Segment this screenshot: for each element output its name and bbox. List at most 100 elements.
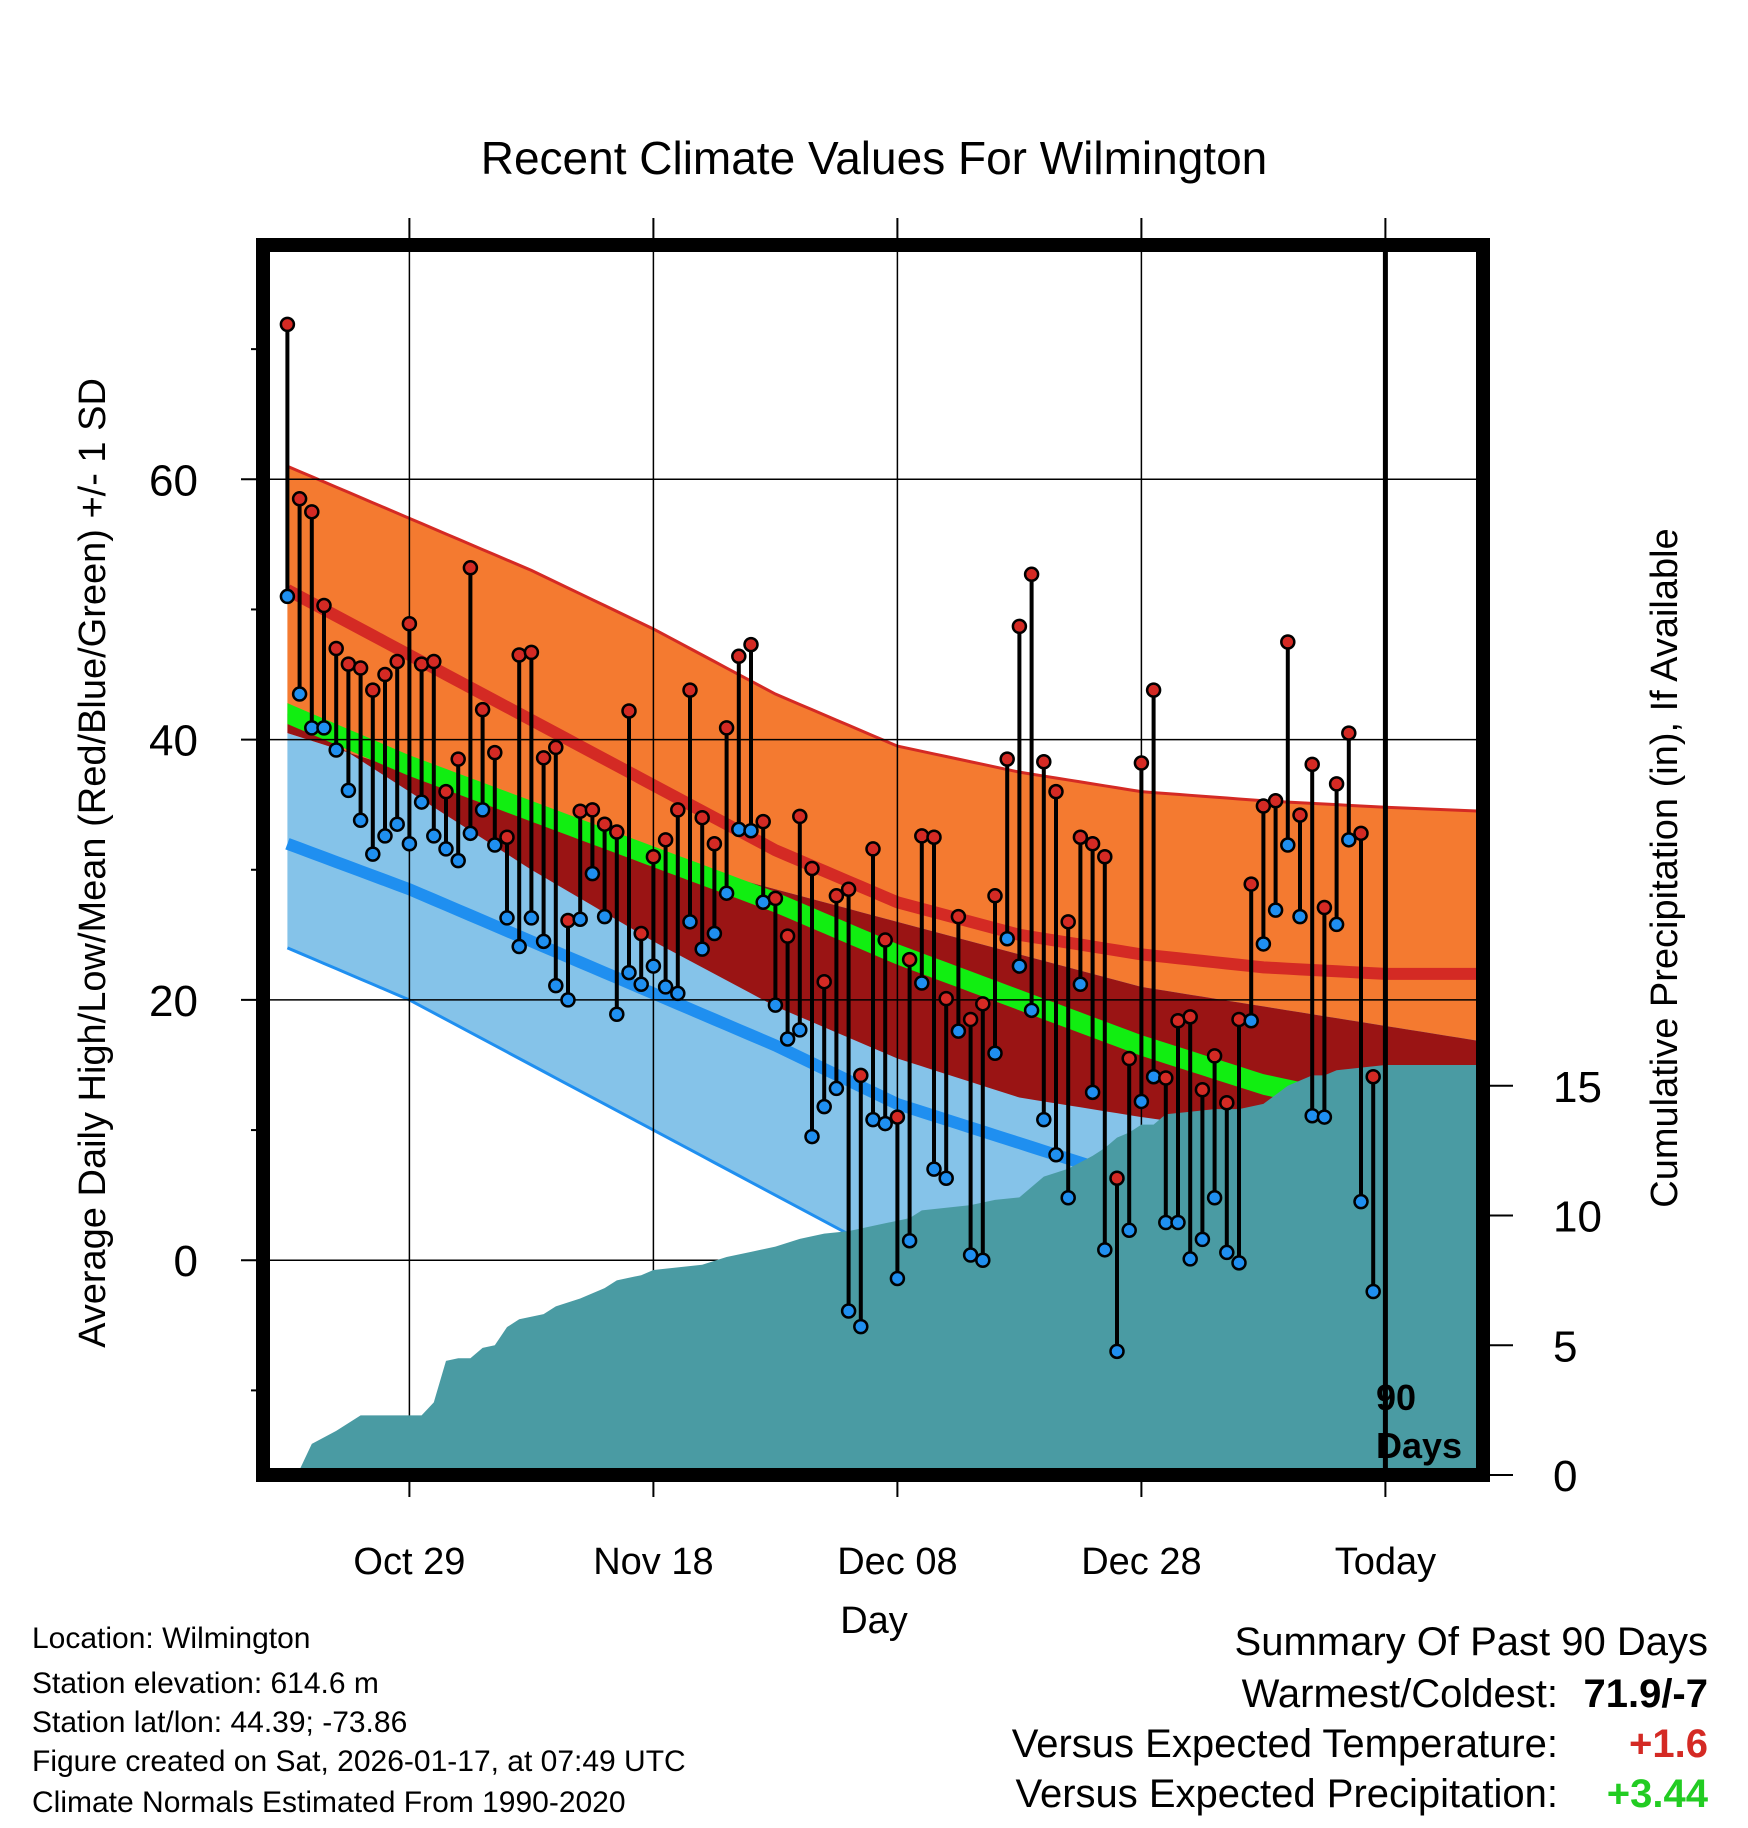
daily-low-point [645,958,662,974]
daily-high-point [938,990,954,1007]
daily-high-point [389,653,405,670]
daily-high-point [377,666,393,683]
daily-high-point [816,973,832,990]
daily-low-point [572,911,588,927]
footer-latlon: Station lat/lon: 44.39; -73.86 [32,1706,408,1739]
daily-high-point [853,1067,869,1084]
daily-high-point [450,751,466,767]
daily-low-point [877,1115,893,1132]
daily-low-point [950,1023,967,1039]
daily-low-point [889,1270,906,1287]
daily-high-point [779,928,796,944]
daily-high-point [1109,1170,1125,1186]
daily-high-point [877,932,893,948]
daily-low-point [914,975,930,991]
daily-low-point [365,846,381,862]
daily-low-point [670,985,686,1002]
daily-low-point [316,720,332,736]
daily-low-point [975,1252,991,1268]
daily-high-point [584,802,601,818]
daily-high-point [999,751,1015,767]
daily-low-point [1084,1084,1101,1101]
daily-high-point [279,316,296,333]
daily-low-point [657,979,674,995]
y2-axis-label: Cumulative Precipitation (in), If Availa… [1644,528,1686,1207]
daily-low-point [1060,1190,1076,1206]
daily-low-point [279,588,296,605]
daily-low-point [1292,908,1308,925]
daily-high-point [694,809,710,826]
x-axis-label: Day [840,1600,908,1642]
daily-low-point [1023,1002,1040,1019]
daily-high-point [1280,634,1296,650]
daily-high-point [1048,783,1064,800]
daily-high-point [743,636,759,653]
high-mean-line [284,584,1483,980]
daily-low-point [377,828,393,844]
daily-low-point [1304,1108,1320,1124]
daily-low-point [352,812,369,829]
daily-high-point [511,647,527,663]
footer-created: Figure created on Sat, 2026-01-17, at 07… [32,1745,686,1778]
daily-high-point [901,951,918,968]
daily-low-point [743,822,759,839]
daily-low-point [1072,976,1089,993]
summary-warmest-value: 71.9/-7 [1583,1672,1708,1716]
y-tick-label: 60 [149,456,198,505]
daily-high-point [535,750,552,766]
daily-low-point [1133,1093,1150,1110]
daily-low-point [987,1045,1003,1062]
daily-low-point [1267,902,1284,918]
daily-low-point [487,837,503,853]
daily-low-point [401,835,418,852]
daily-high-point [1219,1094,1235,1111]
daily-high-point [352,660,369,676]
daily-high-point [304,504,320,520]
daily-high-point [1231,1011,1247,1028]
daily-low-point [633,976,649,993]
daily-low-point [840,1303,857,1319]
summary-temp-value: +1.6 [1629,1722,1708,1766]
daily-high-point [474,701,491,718]
daily-high-point [1304,756,1320,773]
daily-low-point [1219,1244,1235,1261]
summary-warmest-row: Warmest/Coldest: 71.9/-7 [1242,1672,1708,1717]
daily-high-point [1353,825,1369,842]
daily-high-point [987,888,1003,904]
daily-low-point [499,910,515,926]
daily-low-point [511,938,527,955]
overlap-band [287,713,1483,1141]
daily-high-point [413,656,430,672]
daily-high-point [1158,1070,1174,1086]
footer-normals: Climate Normals Estimated From 1990-2020 [32,1786,626,1819]
y-tick-label: 40 [149,717,198,766]
daily-high-point [1328,776,1345,792]
daily-low-point [1243,1012,1259,1029]
today-label-2: Days [1376,1425,1462,1466]
daily-low-point [474,802,491,818]
precip-area [299,1065,1484,1475]
daily-high-point [1182,1009,1198,1025]
summary-precip-row: Versus Expected Precipitation: +3.44 [1015,1772,1708,1817]
daily-high-point [792,808,808,825]
daily-high-point [1206,1048,1223,1064]
daily-high-point [560,912,576,929]
daily-low-point [389,816,405,832]
daily-low-point [340,782,357,799]
x-tick-label: Oct 29 [353,1541,465,1583]
daily-high-point [962,1011,979,1028]
daily-low-point [1109,1343,1125,1360]
daily-high-point [291,491,308,507]
summary-temp-label: Versus Expected Temperature: [1011,1722,1558,1766]
daily-low-point [1036,1111,1052,1128]
high-sd-upper-edge [286,464,1484,813]
daily-low-point [1182,1251,1198,1267]
daily-high-point [1023,566,1040,583]
daily-low-point [523,910,540,926]
daily-high-point [755,813,771,830]
daily-low-point [792,1022,808,1038]
daily-high-point [1121,1050,1137,1067]
daily-low-point [1365,1283,1381,1300]
daily-low-point [816,1098,832,1115]
daily-high-point [950,908,967,925]
